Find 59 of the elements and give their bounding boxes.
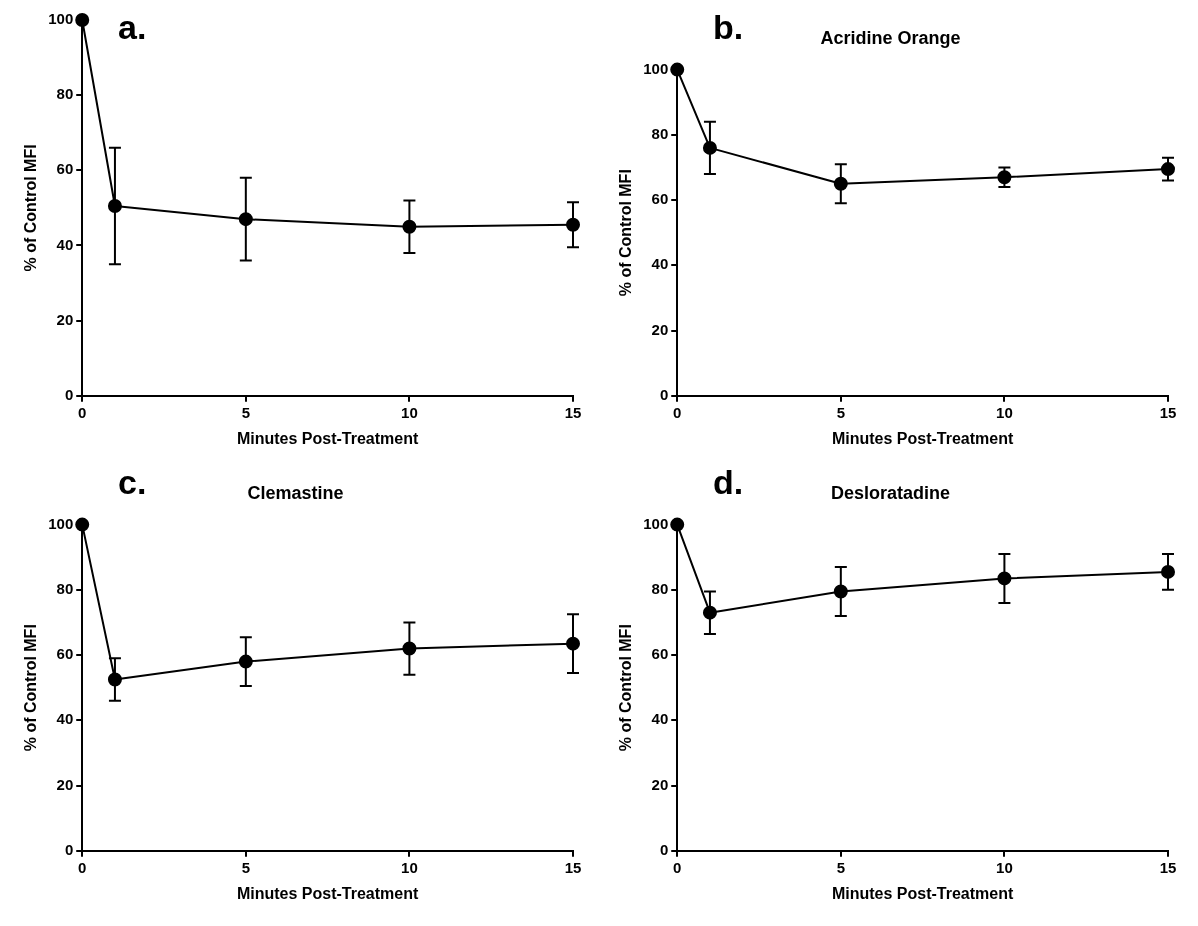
annotation: a.: [118, 8, 147, 47]
x-axis-title: Minutes Post-Treatment: [831, 884, 1014, 902]
y-tick-label: 100: [48, 10, 74, 28]
y-tick-label: 20: [651, 775, 669, 793]
y-tick-label: 20: [56, 310, 74, 328]
x-tick-label: 5: [836, 858, 845, 876]
y-tick-label: 40: [651, 710, 669, 728]
x-tick-label: 15: [564, 858, 582, 876]
x-tick-label: 5: [241, 858, 250, 876]
y-tick-label: 40: [651, 255, 669, 273]
x-tick-label: 10: [401, 858, 418, 876]
chart-title: Clemastine: [247, 482, 344, 503]
y-tick-label: 20: [651, 320, 669, 338]
y-tick-label: 60: [56, 645, 74, 663]
point: [670, 517, 685, 532]
y-tick-label: 80: [651, 124, 669, 142]
y-tick-label: 0: [64, 840, 74, 858]
y-tick-label: 80: [56, 579, 74, 597]
x-axis-title: Minutes Post-Treatment: [236, 429, 419, 447]
chart-title: Desloratadine: [830, 482, 951, 503]
x-tick-label: 5: [836, 403, 845, 421]
y-tick-label: 40: [56, 235, 74, 253]
y-tick-label: 0: [64, 385, 74, 403]
y-tick-label: 40: [56, 710, 74, 728]
chart-title: Acridine Orange: [820, 27, 961, 48]
y-axis-title: % of Control MFI: [22, 624, 40, 752]
y-tick-label: 0: [659, 840, 669, 858]
y-tick-label: 100: [643, 59, 669, 77]
point: [670, 62, 685, 77]
y-tick-label: 80: [56, 85, 74, 103]
x-tick-label: 0: [673, 858, 682, 876]
x-tick-label: 15: [1159, 858, 1177, 876]
y-tick-label: 20: [56, 775, 74, 793]
x-tick-label: 5: [241, 403, 250, 421]
y-tick-label: 60: [651, 190, 669, 208]
x-tick-label: 10: [401, 403, 418, 421]
text: d.: [713, 463, 744, 502]
x-tick-label: 15: [564, 403, 582, 421]
y-tick-label: 100: [643, 514, 669, 532]
y-tick-label: 60: [56, 160, 74, 178]
y-axis-title: % of Control MFI: [22, 144, 40, 272]
text: c.: [118, 463, 147, 502]
y-tick-label: 60: [651, 645, 669, 663]
y-axis-title: % of Control MFI: [617, 169, 635, 297]
x-tick-label: 10: [996, 858, 1013, 876]
y-tick-label: 80: [651, 579, 669, 597]
text: b.: [713, 8, 744, 47]
y-axis-title: % of Control MFI: [617, 624, 635, 752]
x-tick-label: 0: [673, 403, 682, 421]
x-axis-title: Minutes Post-Treatment: [831, 429, 1014, 447]
y-tick-label: 0: [659, 385, 669, 403]
point: [75, 517, 90, 532]
x-tick-label: 0: [78, 403, 87, 421]
x-tick-label: 0: [78, 858, 87, 876]
y-tick-label: 100: [48, 514, 74, 532]
point: [75, 13, 90, 27]
x-tick-label: 15: [1159, 403, 1177, 421]
x-axis-title: Minutes Post-Treatment: [236, 884, 419, 902]
x-tick-label: 10: [996, 403, 1013, 421]
